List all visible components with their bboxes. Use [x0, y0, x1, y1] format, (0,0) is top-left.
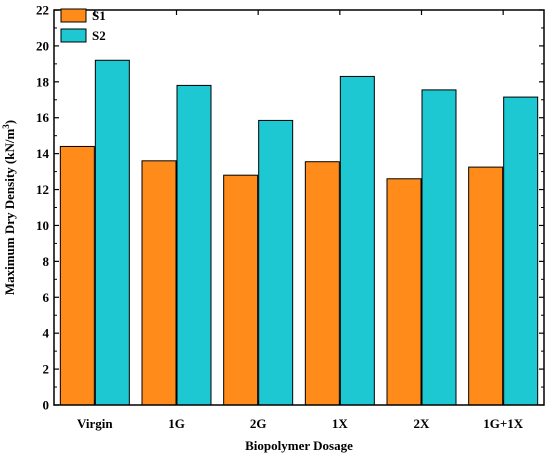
bar-s1-1x [304, 161, 340, 406]
y-axis: 0 2 4 6 8 10 12 14 16 18 20 22 [36, 3, 544, 413]
bar-s1-2x [386, 178, 422, 406]
legend-label-s2: S2 [92, 28, 106, 43]
bar-s1-1g [141, 160, 177, 406]
y-tick-label: 12 [36, 182, 49, 197]
bar-s2-virgin [94, 59, 130, 406]
x-tick-label: 2X [414, 416, 431, 431]
x-axis-title: Biopolymer Dosage [245, 438, 353, 453]
bar-s2-2x [421, 89, 457, 406]
bar-s1-virgin [59, 145, 95, 406]
legend-swatch-s2 [60, 28, 87, 43]
bar-s2-1x [339, 75, 375, 406]
y-tick-label: 6 [43, 290, 50, 305]
y-axis-title-end: ) [2, 120, 17, 124]
y-tick-label: 10 [36, 218, 49, 233]
y-tick-label: 0 [43, 398, 50, 413]
bar-s1-2g [223, 174, 259, 406]
y-tick-label: 2 [43, 362, 50, 377]
x-tick-label: 1X [332, 416, 349, 431]
x-tick-label: 1G [168, 416, 185, 431]
y-tick-label: 14 [36, 146, 50, 161]
y-tick-label: 16 [36, 110, 50, 125]
y-tick-label: 8 [43, 254, 50, 269]
bar-s1-1gplus1x [468, 166, 504, 406]
bar-s2-2g [258, 119, 294, 406]
x-axis: Virgin 1G 2G 1X 2X 1G+1X [77, 10, 524, 431]
bar-s2-1gplus1x [503, 96, 539, 406]
y-tick-label: 4 [43, 326, 50, 341]
bars-group [59, 59, 539, 406]
y-axis-title-sup: 3 [1, 124, 11, 129]
x-tick-label: Virgin [77, 416, 113, 431]
x-tick-label: 1G+1X [483, 416, 524, 431]
y-tick-label: 20 [36, 38, 49, 53]
legend-swatch-s1 [60, 8, 87, 23]
y-tick-label: 18 [36, 74, 50, 89]
y-axis-title: Maximum Dry Density (kN/m3) [1, 120, 17, 295]
bar-s2-1g [176, 84, 212, 406]
y-axis-title-main: Maximum Dry Density (kN/m [2, 129, 17, 296]
x-tick-label: 2G [250, 416, 267, 431]
legend-label-s1: S1 [92, 8, 106, 23]
y-tick-label: 22 [36, 3, 49, 18]
